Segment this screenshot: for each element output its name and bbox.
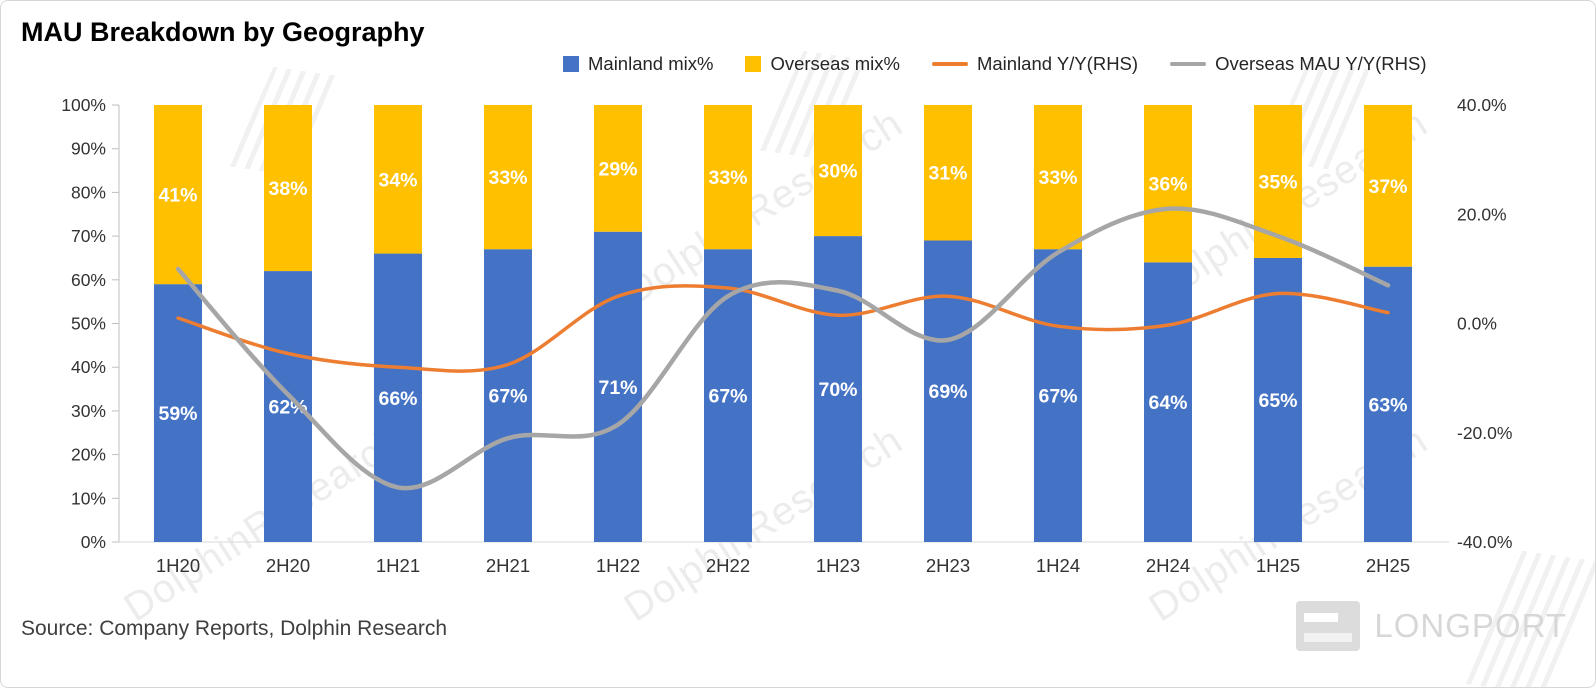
bar-label-mainland: 67% [1038, 386, 1077, 408]
bar-mainland-1H20 [154, 284, 202, 542]
longport-brand-text: LONGPORT [1374, 607, 1567, 644]
bar-label-overseas: 33% [708, 167, 747, 189]
source-note: Source: Company Reports, Dolphin Researc… [21, 617, 448, 640]
bar-label-mainland: 70% [818, 379, 857, 401]
bar-overseas-1H21 [374, 105, 422, 254]
bar-overseas-1H20 [154, 105, 202, 285]
bar-label-mainland: 65% [1258, 390, 1297, 412]
right-axis-tick-label: 0.0% [1457, 314, 1497, 334]
chart-title: MAU Breakdown by Geography [21, 17, 425, 47]
right-axis-tick-label: 20.0% [1457, 204, 1507, 224]
x-axis-label: 2H24 [1146, 555, 1190, 576]
right-axis-tick-label: -20.0% [1457, 423, 1512, 443]
legend-label: Overseas MAU Y/Y(RHS) [1215, 53, 1427, 74]
line-mainland-yy [176, 284, 1390, 373]
left-axis-tick-label: 30% [71, 401, 106, 421]
bar-mainland-1H25 [1254, 257, 1302, 542]
x-axis-label: 1H23 [816, 555, 860, 576]
x-axis-label: 2H20 [266, 555, 310, 576]
bar-label-mainland: 59% [158, 403, 197, 425]
bar-label-overseas: 36% [1148, 174, 1187, 196]
bar-label-overseas: 29% [598, 158, 637, 180]
bar-overseas-2H21 [484, 105, 532, 250]
bar-mainland-2H24 [1144, 262, 1192, 542]
x-axis-label: 2H21 [486, 555, 530, 576]
legend-item-mainland-mix: Mainland mix% [563, 53, 713, 75]
left-axis-tick-label: 60% [71, 270, 106, 290]
left-axis-tick-label: 20% [71, 445, 106, 465]
left-axis-tick-label: 90% [71, 139, 106, 159]
legend: Mainland mix% Overseas mix% Mainland Y/Y… [563, 53, 1427, 75]
bar-mainland-2H21 [484, 249, 532, 542]
bar-label-mainland: 64% [1148, 392, 1187, 414]
x-axis-label: 2H23 [926, 555, 970, 576]
bar-overseas-2H24 [1144, 105, 1192, 263]
bar-overseas-1H23 [814, 105, 862, 237]
bar-mainland-1H24 [1034, 249, 1082, 542]
bar-label-overseas: 33% [488, 167, 527, 189]
x-axis-label: 1H25 [1256, 555, 1300, 576]
bar-label-overseas: 35% [1258, 171, 1297, 193]
left-axis-tick-label: 70% [71, 226, 106, 246]
bar-mainland-1H21 [374, 253, 422, 542]
right-axis-tick-label: 40.0% [1457, 95, 1507, 115]
line-overseas-yy [175, 206, 1391, 491]
left-axis-tick-label: 50% [71, 314, 106, 334]
bar-overseas-1H22 [594, 105, 642, 232]
x-axis-label: 1H24 [1036, 555, 1080, 576]
x-axis-label: 1H20 [156, 555, 200, 576]
left-axis-tick-label: 10% [71, 488, 106, 508]
x-axis-label: 1H22 [596, 555, 640, 576]
left-axis-tick-label: 40% [71, 357, 106, 377]
bar-label-mainland: 66% [378, 388, 417, 410]
bar-label-overseas: 33% [1038, 167, 1077, 189]
bar-label-mainland: 67% [488, 386, 527, 408]
mainland-yy-line-swatch-icon [931, 62, 968, 66]
longport-brand: LONGPORT [1296, 601, 1567, 651]
legend-item-overseas-yy: Overseas MAU Y/Y(RHS) [1170, 53, 1427, 75]
bar-label-mainland: 69% [928, 381, 967, 403]
legend-label: Overseas mix% [770, 53, 900, 74]
bar-label-overseas: 30% [818, 161, 857, 183]
bar-label-overseas: 37% [1368, 176, 1407, 198]
overseas-yy-line-swatch-icon [1170, 62, 1207, 66]
bar-mainland-2H20 [264, 271, 312, 542]
bar-mainland-2H23 [924, 240, 972, 542]
bar-overseas-2H25 [1364, 105, 1412, 267]
x-axis-label: 2H22 [706, 555, 750, 576]
longport-logo-icon [1296, 601, 1361, 651]
left-axis-tick-label: 0% [81, 532, 106, 552]
bar-label-overseas: 34% [378, 169, 417, 191]
mainland-mix-swatch-icon [563, 56, 579, 72]
bar-overseas-2H20 [264, 105, 312, 272]
x-axis-label: 2H25 [1366, 555, 1410, 576]
bar-overseas-2H22 [704, 105, 752, 250]
bar-label-overseas: 41% [158, 185, 197, 207]
bar-overseas-2H23 [924, 105, 972, 241]
overseas-mix-swatch-icon [745, 56, 762, 72]
left-axis-tick-label: 100% [61, 95, 106, 115]
bar-label-mainland: 67% [708, 386, 747, 408]
bar-label-mainland: 63% [1368, 394, 1407, 416]
legend-label: Mainland Y/Y(RHS) [976, 53, 1139, 74]
bar-label-overseas: 38% [268, 178, 307, 200]
left-axis-tick-label: 80% [71, 182, 106, 202]
legend-item-overseas-mix: Overseas mix% [745, 53, 900, 75]
bar-label-mainland: 71% [598, 377, 637, 399]
legend-label: Mainland mix% [588, 53, 714, 74]
x-axis-label: 1H21 [376, 555, 420, 576]
bar-label-overseas: 31% [928, 163, 967, 185]
right-axis-tick-label: -40.0% [1457, 532, 1512, 552]
bar-mainland-1H22 [594, 231, 642, 543]
legend-item-mainland-yy: Mainland Y/Y(RHS) [931, 53, 1139, 75]
bar-overseas-1H24 [1034, 105, 1082, 250]
